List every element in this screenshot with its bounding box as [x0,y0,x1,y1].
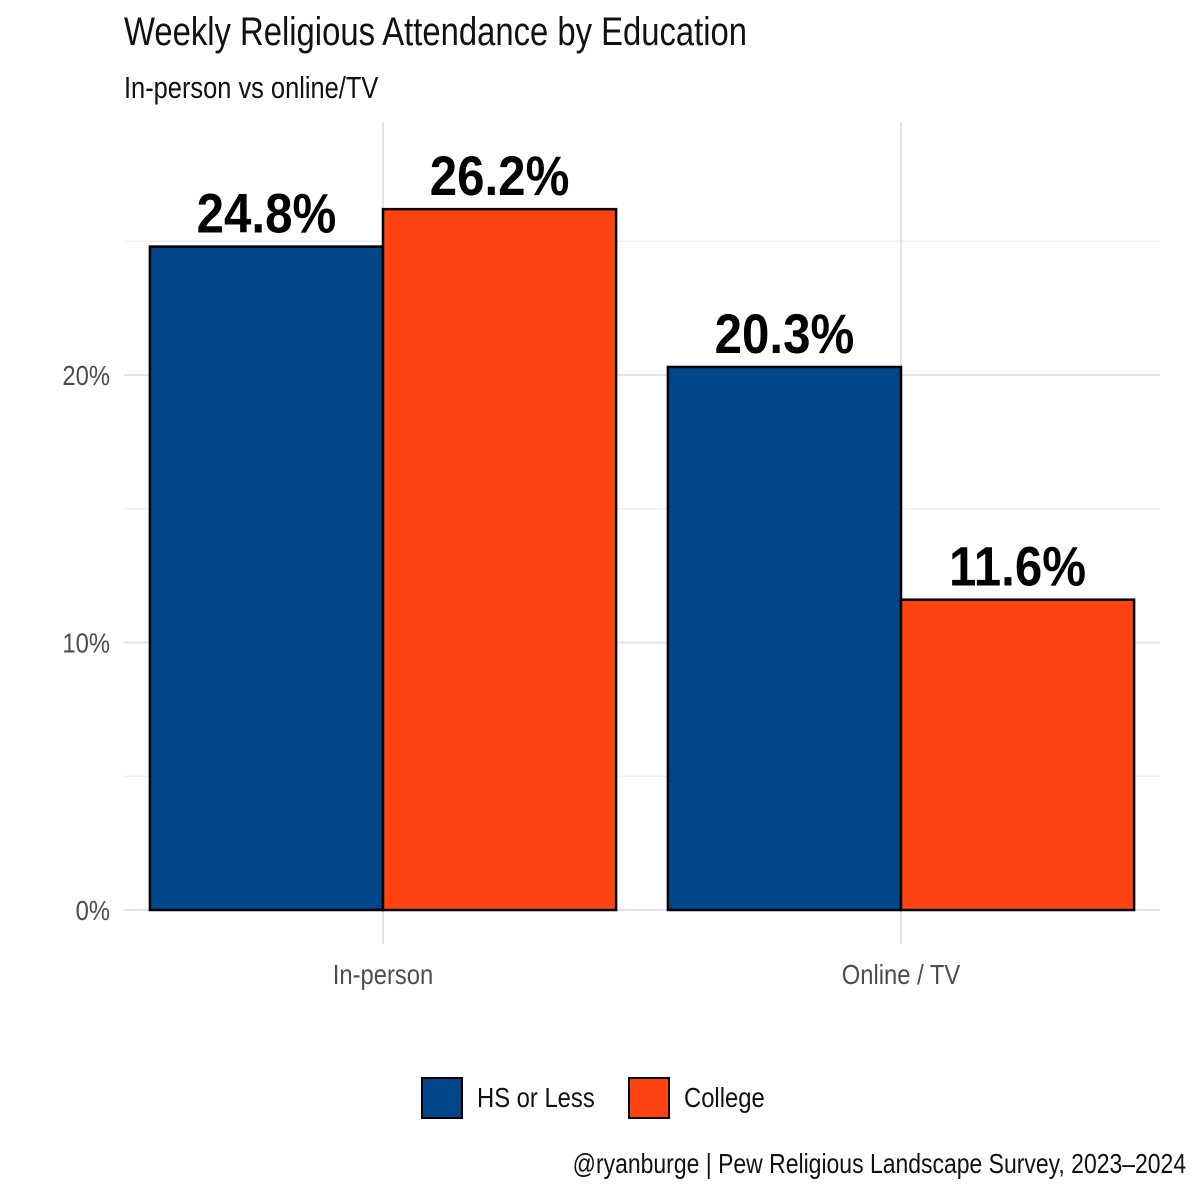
legend-item-college: College [627,1077,779,1119]
bar [148,245,385,912]
data-label: 11.6% [949,536,1086,599]
bars-layer [148,207,1136,912]
data-label: 24.8% [197,183,337,246]
legend-label-hs-or-less: HS or Less [477,1082,595,1113]
bar [666,365,903,912]
legend: HS or Less College [0,1077,1200,1119]
caption: @ryanburge | Pew Religious Landscape Sur… [572,1148,1186,1179]
bar-chart: 24.8% 26.2% 20.3% 11.6% In-person Online / T… [62,122,1160,990]
data-label: 20.3% [715,303,855,366]
x-tick-label: Online / TV [842,958,961,990]
x-tick-label: In-person [333,958,433,990]
y-tick-label: 0% [76,894,110,926]
bar [381,207,618,912]
legend-item-hs-or-less: HS or Less [421,1077,616,1119]
axis-layer: In-person Online / TV 0% 10% 20% [62,359,961,990]
data-labels-layer: 24.8% 26.2% 20.3% 11.6% [197,145,1086,598]
chart-subtitle: In-person vs online/TV [124,70,379,105]
legend-label-college: College [683,1082,765,1113]
data-label: 26.2% [430,145,570,208]
bar [899,598,1136,912]
y-tick-label: 10% [62,627,110,659]
legend-swatch-college [627,1077,670,1119]
legend-swatch-hs-or-less [421,1077,464,1119]
chart-title: Weekly Religious Attendance by Education [124,10,747,54]
y-tick-label: 20% [62,359,110,391]
